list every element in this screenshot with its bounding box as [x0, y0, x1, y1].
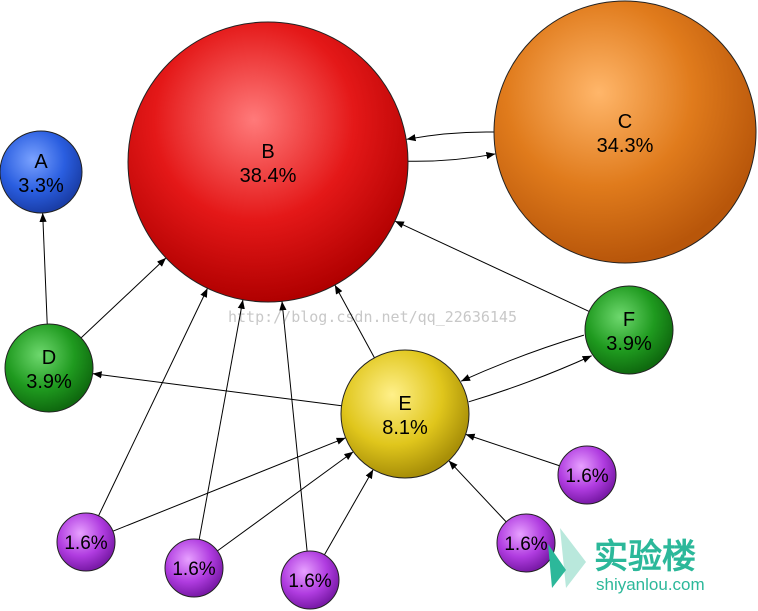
node-circle: [4, 323, 94, 413]
node-a: A3.3%: [0, 130, 83, 214]
node-value: 3.3%: [18, 175, 64, 197]
edge-e-to-d: [92, 371, 342, 407]
node-value: 3.9%: [606, 333, 652, 355]
logo-subtitle: shiyanlou.com: [596, 575, 705, 594]
logo-title: 实验楼: [594, 537, 696, 577]
node-value: 1.6%: [172, 559, 215, 580]
node-circle: [584, 285, 674, 375]
node-value: 1.6%: [565, 466, 608, 487]
node-d: D3.9%: [4, 323, 94, 413]
node-e: E8.1%: [340, 349, 470, 479]
node-value: 3.9%: [26, 371, 72, 393]
edge-p5-to-e: [465, 433, 560, 467]
node-value: 38.4%: [240, 165, 297, 187]
shiyanlou-logo: 实验楼 shiyanlou.com: [548, 528, 705, 594]
leaf-icon: [548, 528, 586, 588]
edge-b-to-c: [408, 152, 496, 162]
node-value: 34.3%: [597, 135, 654, 157]
node-c: C34.3%: [493, 0, 757, 264]
node-circle: [280, 550, 340, 610]
edge-d-to-a: [39, 212, 48, 325]
node-p3: 1.6%: [280, 550, 340, 610]
node-circle: [496, 513, 556, 573]
node-name: F: [623, 309, 635, 331]
node-p1: 1.6%: [56, 512, 116, 572]
node-circle: [127, 21, 409, 303]
node-name: B: [261, 141, 274, 163]
edge-p4-to-e: [448, 460, 507, 523]
edge-p1-to-b: [98, 288, 208, 517]
watermark-text: http://blog.csdn.net/qq_22636145: [228, 308, 517, 326]
edge-f-to-e: [460, 334, 585, 382]
node-name: C: [618, 111, 632, 133]
node-p4: 1.6%: [496, 513, 556, 573]
node-circle: [56, 512, 116, 572]
edge-p3-to-b: [279, 301, 308, 552]
edge-d-to-b: [80, 257, 167, 339]
node-value: 8.1%: [382, 417, 428, 439]
node-circle: [557, 445, 617, 505]
node-circle: [0, 130, 83, 214]
edge-e-to-f: [468, 355, 592, 403]
node-name: A: [34, 151, 48, 173]
edge-f-to-b: [394, 220, 590, 312]
node-value: 1.6%: [288, 571, 331, 592]
node-p5: 1.6%: [557, 445, 617, 505]
node-circle: [164, 538, 224, 598]
edge-p2-to-b: [198, 299, 245, 540]
node-value: 1.6%: [64, 533, 107, 554]
edge-e-to-b: [334, 284, 375, 359]
node-circle: [493, 0, 757, 264]
edge-c-to-b: [406, 131, 494, 142]
node-name: E: [398, 393, 411, 415]
edge-p2-to-e: [217, 451, 354, 552]
node-name: D: [42, 347, 56, 369]
node-value: 1.6%: [504, 534, 547, 555]
edges-layer: [39, 131, 592, 556]
edge-p1-to-e: [112, 437, 346, 532]
node-p2: 1.6%: [164, 538, 224, 598]
node-b: B38.4%: [127, 21, 409, 303]
node-f: F3.9%: [584, 285, 674, 375]
edge-p3-to-e: [323, 469, 374, 556]
node-circle: [340, 349, 470, 479]
